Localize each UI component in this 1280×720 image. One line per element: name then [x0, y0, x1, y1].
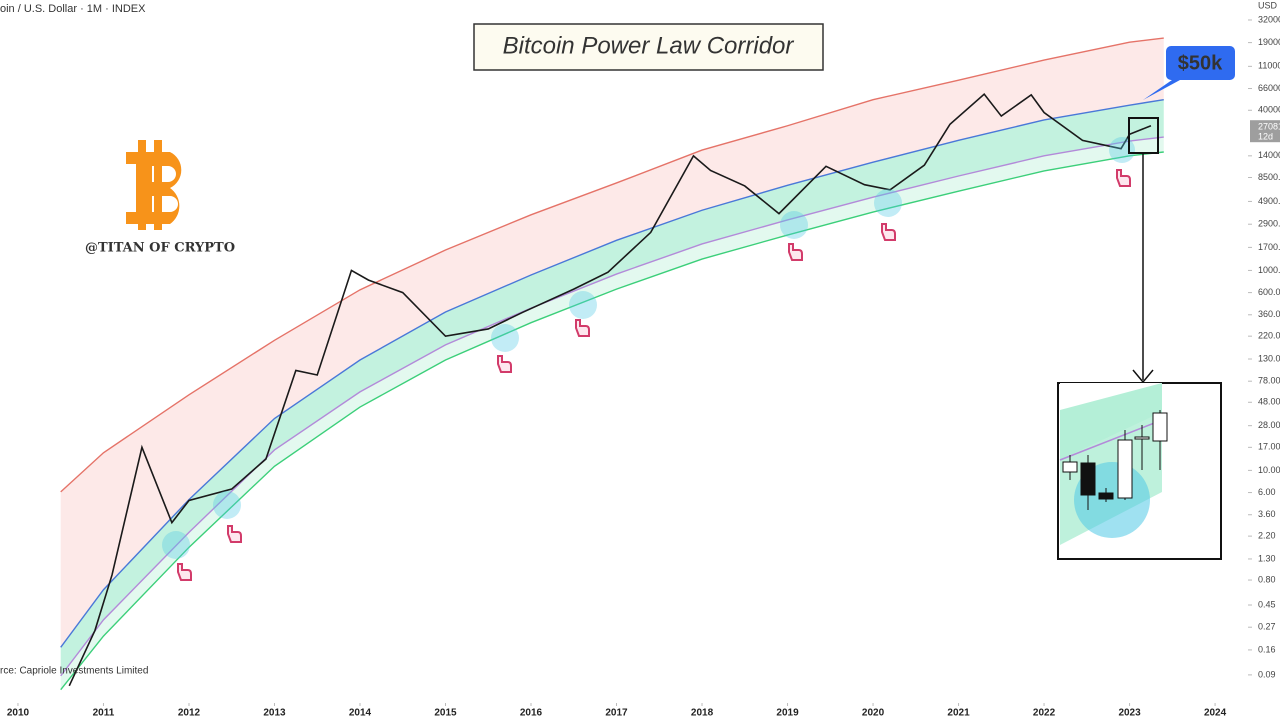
title-box — [473, 23, 824, 71]
touch-circle — [213, 491, 241, 519]
y-tick-label: 48.00 — [1258, 397, 1280, 407]
y-tick-label: 360.00 — [1258, 309, 1280, 319]
chart-title: Bitcoin Power Law Corridor — [503, 32, 795, 59]
y-tick-label: 0.27 — [1258, 622, 1276, 632]
touch-circle — [491, 324, 519, 352]
logo-b — [126, 152, 182, 224]
inset-candles — [1062, 410, 1168, 510]
bitcoin-logo — [126, 140, 182, 230]
y-tick-label: 4900.00 — [1258, 196, 1280, 206]
series-line — [60, 151, 1164, 691]
touch-circle — [162, 531, 190, 559]
inset-line — [1059, 419, 1163, 461]
y-tick-label: 0.16 — [1258, 644, 1276, 654]
x-tick-label: 2021 — [947, 708, 970, 719]
x-tick-label: 2016 — [520, 708, 543, 719]
y-tick-label: 1000.00 — [1258, 265, 1280, 275]
y-tick-label: 2.20 — [1258, 530, 1276, 540]
x-tick-label: 2013 — [263, 708, 286, 719]
hand-icon — [177, 563, 192, 581]
x-tick-label: 2018 — [691, 708, 714, 719]
inset-bg — [1060, 383, 1162, 460]
y-tick-label: 320000.00 — [1258, 14, 1280, 24]
y-tick-label: 78.00 — [1258, 376, 1280, 386]
y-tick-label: 1700.00 — [1258, 242, 1280, 252]
touch-circle — [874, 189, 902, 217]
callout-text: $50k — [1178, 52, 1223, 74]
callout-box — [1166, 46, 1235, 80]
lines — [60, 37, 1164, 691]
watermark: @TITAN OF CRYPTO — [85, 241, 235, 256]
y-tick-label: 3.60 — [1258, 509, 1276, 519]
x-tick-label: 2022 — [1033, 708, 1056, 719]
hand-icon — [1116, 169, 1131, 187]
x-tick-label: 2011 — [93, 708, 115, 719]
x-tick-label: 2019 — [776, 708, 799, 719]
hand-icon — [227, 525, 242, 543]
price-tag — [1250, 120, 1280, 143]
touch-circle — [1109, 137, 1135, 163]
x-tick-label: 2012 — [178, 708, 201, 719]
hand-icon — [497, 355, 512, 373]
header: oin / U.S. Dollar · 1M · INDEX — [0, 3, 146, 15]
x-tick-label: 2014 — [349, 708, 372, 719]
series-line — [60, 136, 1164, 677]
y-tick-label: 220.00 — [1258, 331, 1280, 341]
x-tick-label: 2017 — [605, 708, 628, 719]
hand-icon — [881, 223, 896, 241]
y-tick-label: 190000.00 — [1258, 37, 1280, 47]
y-tick-label: 14000.00 — [1258, 150, 1280, 160]
y-tick-label: 17.00 — [1258, 442, 1280, 452]
y-tick-label: 0.80 — [1258, 574, 1276, 584]
y-tick-label: 66000.00 — [1258, 83, 1280, 93]
hand-icon — [788, 243, 803, 261]
band-fill — [60, 38, 1164, 648]
hand-icons — [177, 169, 1131, 581]
y-tick-label: 0.45 — [1258, 599, 1276, 609]
y-tick-label: 1.30 — [1258, 553, 1276, 563]
y-tick-label: 130.00 — [1258, 353, 1280, 363]
series-line — [68, 92, 1152, 687]
y-tick-label: 2900.00 — [1258, 219, 1280, 229]
y-tick-label: 8500.00 — [1258, 172, 1280, 182]
support-touches — [162, 137, 1135, 559]
series-line — [60, 37, 1164, 493]
x-tick-label: 2024 — [1204, 708, 1227, 719]
y-tick-label: 600.00 — [1258, 287, 1280, 297]
x-tick-label: 2023 — [1118, 708, 1141, 719]
y-tick-label: 0.09 — [1258, 669, 1276, 679]
source: rce: Capriole Investments Limited — [0, 666, 148, 677]
y-tick-label: 6.00 — [1258, 487, 1276, 497]
currency-label: USD — [1258, 0, 1278, 10]
x-tick-label: 2015 — [434, 708, 457, 719]
touch-circle — [569, 291, 597, 319]
x-tick-label: 2020 — [862, 708, 885, 719]
y-tick-label: 10.00 — [1258, 465, 1280, 475]
y-tick-label: 28.00 — [1258, 420, 1280, 430]
y-tick-label: 40000.00 — [1258, 105, 1280, 115]
hand-icon — [575, 319, 590, 337]
touch-circle — [780, 211, 808, 239]
inset — [1057, 382, 1222, 560]
y-tick-label: 110000.00 — [1258, 61, 1280, 71]
x-tick-label: 2010 — [7, 708, 30, 719]
series-line — [60, 99, 1164, 648]
inset-band — [1060, 383, 1162, 460]
callout-pointer — [1143, 80, 1180, 100]
price-tag-sub: 12d — [1258, 132, 1273, 142]
band-fills — [60, 38, 1164, 690]
